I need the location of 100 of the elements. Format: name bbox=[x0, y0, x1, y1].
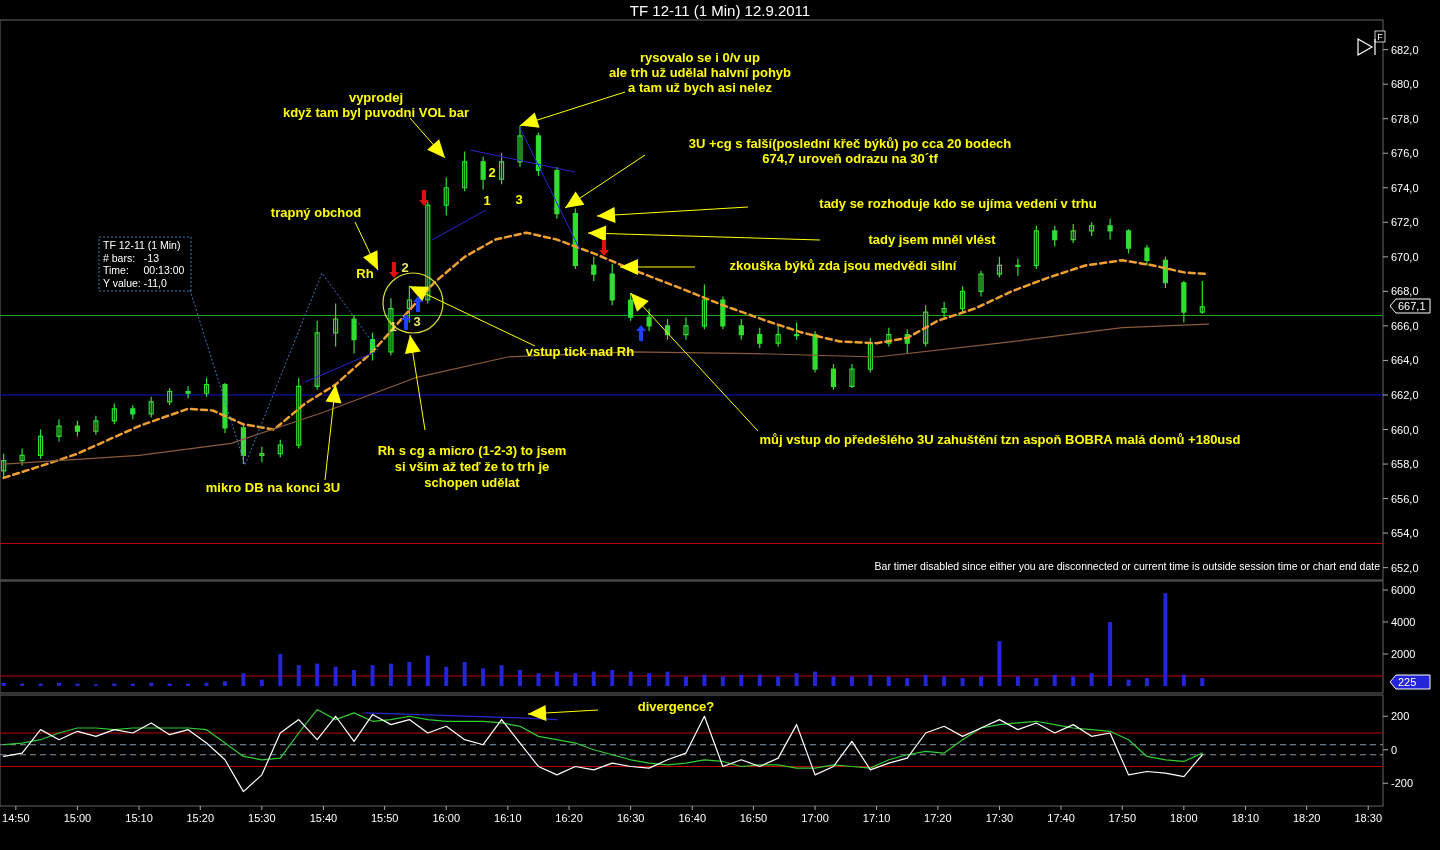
bar bbox=[333, 666, 338, 686]
bar bbox=[813, 671, 818, 686]
x-tick-label: 16:20 bbox=[555, 812, 583, 824]
annotation: 1 bbox=[483, 193, 491, 209]
annotation: tady se rozhoduje kdo se ujíma vedení v trhu bbox=[819, 196, 1097, 211]
candlestick bbox=[37, 428, 44, 460]
y-tick-label: 674,0 bbox=[1391, 181, 1419, 194]
bar bbox=[702, 674, 707, 686]
annotation: Bar timer disabled since either you are disconnected or current time is outside session time or chart end date bbox=[874, 560, 1381, 572]
x-tick-label: 16:00 bbox=[432, 812, 461, 824]
y-tick-label: 652,0 bbox=[1391, 561, 1419, 574]
candlestick bbox=[554, 166, 560, 220]
bar bbox=[923, 674, 928, 686]
x-tick-label: 16:50 bbox=[739, 812, 768, 824]
y-tick-label: 660,0 bbox=[1391, 423, 1419, 436]
bar bbox=[315, 663, 320, 686]
candlestick bbox=[148, 396, 154, 419]
candlestick bbox=[978, 270, 984, 298]
bar bbox=[296, 665, 301, 686]
bar bbox=[739, 674, 744, 686]
x-tick-label: 17:40 bbox=[1047, 812, 1075, 824]
candlestick bbox=[738, 318, 744, 341]
candlestick bbox=[480, 156, 486, 191]
candlestick bbox=[277, 439, 283, 458]
text: 225 bbox=[1398, 676, 1417, 688]
bar bbox=[1200, 678, 1205, 686]
bar bbox=[462, 662, 467, 686]
bar bbox=[554, 671, 559, 686]
bar bbox=[388, 663, 393, 686]
bar bbox=[425, 655, 430, 686]
candlestick bbox=[222, 382, 228, 434]
y-tick-label: 658,0 bbox=[1391, 458, 1419, 471]
candlestick bbox=[203, 377, 210, 398]
candlestick bbox=[849, 363, 855, 389]
chart-title: TF 12-11 (1 Min) 12.9.2011 bbox=[629, 2, 811, 19]
bar bbox=[1163, 593, 1168, 686]
x-tick-label: 15:30 bbox=[248, 812, 276, 824]
annotation: 2 bbox=[488, 165, 496, 180]
candlestick bbox=[74, 420, 81, 438]
bar bbox=[1108, 622, 1113, 686]
bar bbox=[979, 676, 984, 686]
x-tick-label: 17:50 bbox=[1108, 812, 1137, 824]
bar bbox=[278, 654, 283, 686]
bar bbox=[1034, 678, 1039, 686]
x-tick-label: 16:10 bbox=[494, 812, 522, 824]
bar bbox=[518, 670, 523, 686]
annotation: 2 bbox=[401, 260, 409, 275]
candlestick bbox=[591, 256, 597, 282]
bar bbox=[647, 673, 652, 686]
candlestick bbox=[941, 301, 947, 318]
candlestick bbox=[130, 404, 136, 420]
candlestick bbox=[1144, 244, 1150, 267]
annotation: divergence? bbox=[637, 699, 715, 714]
x-tick-label: 17:30 bbox=[985, 812, 1014, 824]
bar bbox=[1126, 679, 1131, 686]
bar bbox=[370, 665, 375, 686]
candlestick bbox=[996, 256, 1003, 279]
bar bbox=[683, 676, 688, 686]
bar bbox=[536, 673, 541, 686]
y-tick-label: 668,0 bbox=[1391, 285, 1419, 298]
text: 667,1 bbox=[1398, 300, 1426, 312]
x-tick-label: 17:00 bbox=[801, 812, 829, 824]
bar bbox=[57, 682, 62, 686]
candlestick bbox=[259, 446, 265, 463]
x-tick-label: 16:40 bbox=[678, 812, 706, 824]
y-tick-label: 662,0 bbox=[1391, 388, 1419, 401]
candlestick bbox=[1125, 228, 1132, 254]
x-tick-label: 17:20 bbox=[924, 812, 952, 824]
candlestick bbox=[628, 292, 634, 322]
candlestick bbox=[351, 314, 357, 355]
candlestick bbox=[333, 302, 339, 348]
annotation: můj vstup do předešlého 3U zahuštění tzn aspoň BOBRA malá domů +180usd bbox=[759, 432, 1241, 447]
y-tick-label: 670,0 bbox=[1391, 250, 1419, 263]
annotation: 1 bbox=[389, 319, 397, 334]
bar bbox=[1181, 674, 1186, 686]
bar bbox=[407, 662, 412, 686]
bar bbox=[259, 679, 264, 686]
candlestick bbox=[19, 447, 25, 467]
y-tick-label: 678,0 bbox=[1391, 112, 1419, 125]
candlestick bbox=[701, 283, 708, 330]
y-tick-label: 664,0 bbox=[1391, 354, 1419, 367]
bar bbox=[241, 673, 246, 686]
bar bbox=[942, 676, 947, 686]
x-tick-label: 18:30 bbox=[1354, 812, 1383, 824]
y-tick-label: 680,0 bbox=[1391, 78, 1419, 91]
bar bbox=[868, 674, 873, 686]
annotation: mikro DB na konci 3U bbox=[205, 480, 341, 495]
x-tick-label: 17:10 bbox=[862, 812, 891, 824]
candlestick bbox=[93, 415, 99, 436]
bar bbox=[831, 676, 836, 686]
candlestick bbox=[1181, 280, 1187, 324]
x-tick-label: 15:40 bbox=[309, 812, 338, 824]
candlestick bbox=[517, 125, 523, 168]
bar bbox=[665, 671, 670, 686]
candlestick bbox=[683, 316, 689, 341]
y-tick-label: 0 bbox=[1391, 743, 1398, 756]
y-tick-label: 200 bbox=[1391, 710, 1410, 723]
bar bbox=[591, 671, 596, 686]
x-tick-label: 15:20 bbox=[186, 812, 215, 824]
candlestick bbox=[609, 263, 615, 306]
